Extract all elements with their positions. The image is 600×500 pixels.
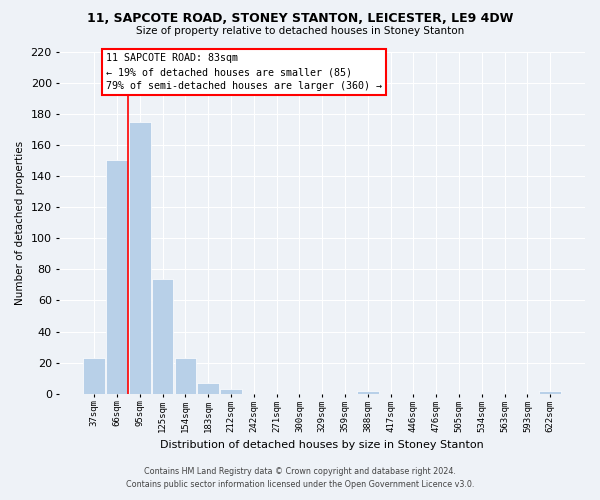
Bar xyxy=(106,160,128,394)
Text: Size of property relative to detached houses in Stoney Stanton: Size of property relative to detached ho… xyxy=(136,26,464,36)
Bar xyxy=(539,390,561,394)
Bar xyxy=(152,278,173,394)
X-axis label: Distribution of detached houses by size in Stoney Stanton: Distribution of detached houses by size … xyxy=(160,440,484,450)
Bar xyxy=(357,390,379,394)
Bar xyxy=(197,383,219,394)
Bar xyxy=(220,389,242,394)
Text: 11, SAPCOTE ROAD, STONEY STANTON, LEICESTER, LE9 4DW: 11, SAPCOTE ROAD, STONEY STANTON, LEICES… xyxy=(87,12,513,26)
Bar xyxy=(83,358,105,394)
Y-axis label: Number of detached properties: Number of detached properties xyxy=(15,140,25,304)
Text: 11 SAPCOTE ROAD: 83sqm
← 19% of detached houses are smaller (85)
79% of semi-det: 11 SAPCOTE ROAD: 83sqm ← 19% of detached… xyxy=(106,53,382,91)
Text: Contains HM Land Registry data © Crown copyright and database right 2024.
Contai: Contains HM Land Registry data © Crown c… xyxy=(126,468,474,489)
Bar xyxy=(129,122,151,394)
Bar xyxy=(175,358,196,394)
